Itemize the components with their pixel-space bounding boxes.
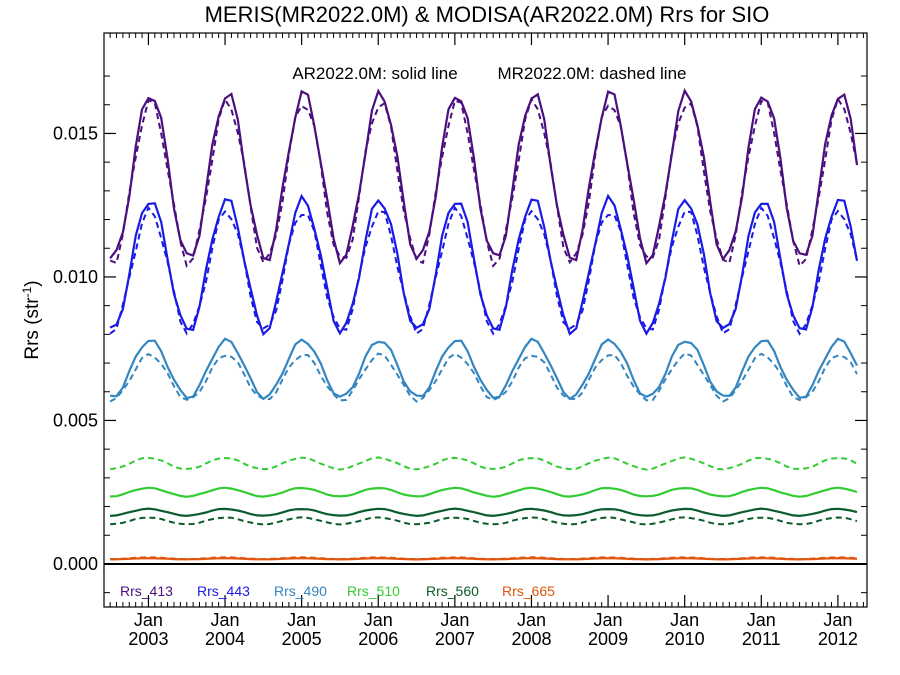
x-tick-label-year: 2007 bbox=[435, 629, 475, 649]
legend-entry: Rrs_413 bbox=[120, 583, 173, 599]
solid-line-note: AR2022.0M: solid line bbox=[292, 64, 457, 83]
x-tick-label-month: Jan bbox=[440, 610, 469, 630]
x-tick-label-year: 2004 bbox=[205, 629, 245, 649]
y-tick-label: 0.005 bbox=[53, 410, 98, 430]
y-tick-label: 0.015 bbox=[53, 123, 98, 143]
series-rrs-490-solid bbox=[110, 337, 858, 401]
series-layer bbox=[109, 88, 859, 561]
x-tick-label-year: 2005 bbox=[282, 629, 322, 649]
plot-frame bbox=[103, 32, 868, 608]
y-tick-label: 0.010 bbox=[53, 267, 98, 287]
legend-entry: Rrs_560 bbox=[426, 583, 479, 599]
y-tick-label: 0.000 bbox=[53, 554, 98, 574]
chart-title: MERIS(MR2022.0M) & MODISA(AR2022.0M) Rrs… bbox=[205, 2, 770, 27]
legend-entry: Rrs_443 bbox=[197, 583, 250, 599]
series-rrs-560-solid bbox=[110, 507, 858, 518]
dashed-line-note: MR2022.0M: dashed line bbox=[497, 64, 686, 83]
series-rrs-665-dashed bbox=[110, 556, 858, 561]
x-tick-label-month: Jan bbox=[747, 610, 776, 630]
legend-entry: Rrs_665 bbox=[502, 583, 555, 599]
x-tick-label-month: Jan bbox=[364, 610, 393, 630]
y-axis-label: Rrs (str-1) bbox=[20, 280, 43, 359]
x-tick-label-year: 2009 bbox=[588, 629, 628, 649]
legend-entry: Rrs_490 bbox=[274, 583, 327, 599]
series-rrs-510-solid bbox=[110, 486, 858, 498]
x-tick-label-month: Jan bbox=[134, 610, 163, 630]
x-tick-label-year: 2010 bbox=[665, 629, 705, 649]
series-rrs-413-solid bbox=[109, 88, 859, 266]
legend-entry: Rrs_510 bbox=[347, 583, 400, 599]
series-rrs-510-dashed bbox=[109, 456, 858, 471]
x-tick-label-year: 2003 bbox=[128, 629, 168, 649]
y-axis: 0.000 0.005 0.010 0.015 bbox=[53, 75, 867, 594]
x-axis: Jan2003Jan2004Jan2005Jan2006Jan2007Jan20… bbox=[109, 33, 864, 649]
series-rrs-560-dashed bbox=[110, 516, 858, 526]
series-rrs-443-dashed bbox=[109, 205, 858, 336]
x-tick-label-month: Jan bbox=[517, 610, 546, 630]
x-tick-label-year: 2006 bbox=[358, 629, 398, 649]
x-tick-label-month: Jan bbox=[211, 610, 240, 630]
x-tick-label-month: Jan bbox=[594, 610, 623, 630]
x-tick-label-year: 2011 bbox=[742, 629, 781, 649]
series-rrs-413-dashed bbox=[109, 96, 858, 269]
x-tick-label-month: Jan bbox=[287, 610, 316, 630]
legend: Rrs_413 Rrs_443 Rrs_490 Rrs_510 Rrs_560 Rrs_6… bbox=[120, 583, 555, 599]
x-tick-label-year: 2008 bbox=[511, 629, 551, 649]
x-tick-label-month: Jan bbox=[670, 610, 699, 630]
series-rrs-490-dashed bbox=[109, 352, 858, 403]
x-tick-label-year: 2012 bbox=[818, 629, 858, 649]
x-tick-label-month: Jan bbox=[823, 610, 852, 630]
